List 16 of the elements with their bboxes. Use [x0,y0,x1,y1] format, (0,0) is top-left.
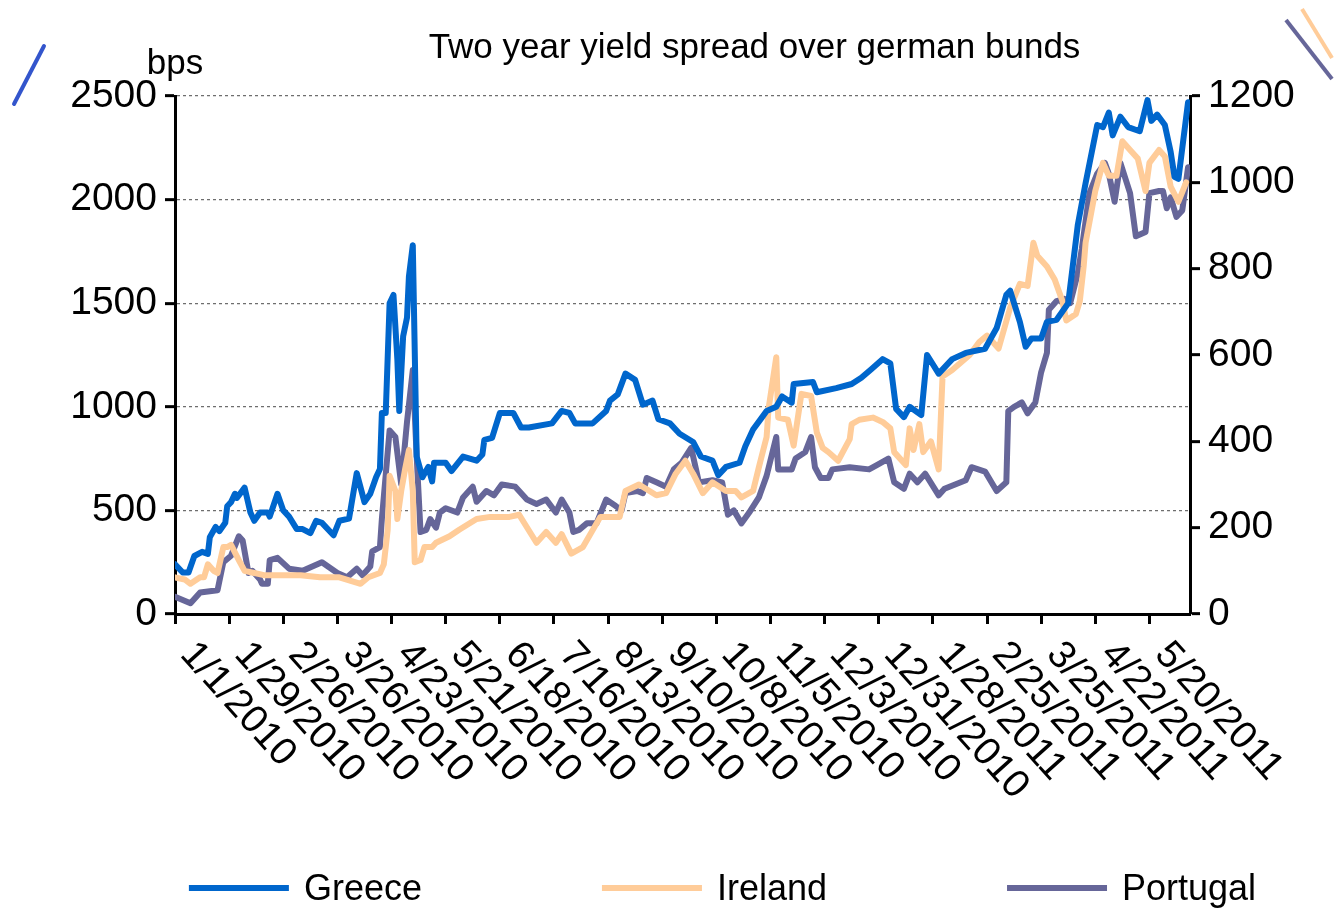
legend-label: Ireland [716,866,828,908]
y2-tick-label: 0 [1208,589,1230,633]
y2-tick-label: 200 [1208,503,1274,547]
y-tick-label: 1000 [70,382,157,426]
y-tick-label: 0 [135,589,157,633]
chart-title: Two year yield spread over german bunds [428,25,1081,65]
y2-tick-label: 600 [1208,330,1274,374]
y2-tick-label: 1000 [1208,158,1295,202]
y2-tick-label: 1200 [1208,71,1295,115]
y-tick-label: 500 [91,486,157,530]
legend-label: Portugal [1122,866,1257,908]
y2-tick-label: 400 [1208,417,1274,461]
y-tick-label: 2000 [70,175,157,219]
legend-label: Greece [303,866,422,908]
y2-tick-label: 800 [1208,244,1274,288]
y-tick-label: 1500 [70,278,157,322]
